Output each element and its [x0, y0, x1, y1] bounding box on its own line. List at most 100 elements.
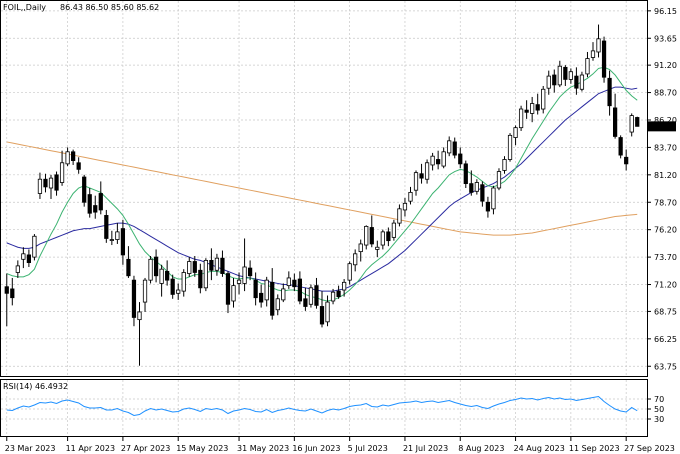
- price-tick-label: 93.65: [654, 34, 677, 43]
- candle-down: [131, 279, 137, 318]
- time-tick-label: 11 Apr 2023: [66, 444, 115, 453]
- rsi-path: [6, 395, 638, 417]
- price-axis: 96.15 93.65 91.20 88.70 86.20 83.70 81.20 78.70…: [647, 7, 677, 371]
- candle-down: [87, 194, 92, 214]
- candle-down: [336, 290, 341, 297]
- candle-down: [71, 151, 76, 161]
- candle-down: [303, 298, 308, 307]
- time-tick-label: 16 Jun 2023: [292, 444, 340, 453]
- candle-up: [325, 301, 330, 323]
- candle-down: [153, 256, 159, 277]
- candle-up: [148, 258, 153, 281]
- price-tick-label: 91.20: [654, 61, 677, 70]
- candle-up: [159, 268, 164, 284]
- candle-up: [375, 246, 380, 250]
- candle-up: [568, 71, 573, 80]
- candle-up: [65, 151, 70, 165]
- candle-up: [176, 289, 181, 294]
- candle-up: [496, 171, 502, 189]
- candle-up: [21, 253, 26, 260]
- candle-up: [546, 75, 551, 89]
- candle-down: [4, 286, 9, 294]
- price-tick-label: 86.20: [654, 116, 677, 125]
- last-price-label: 85.62: [652, 122, 675, 131]
- candle-down: [170, 278, 175, 295]
- candle-up: [242, 266, 247, 284]
- last-price-tag: [648, 121, 676, 132]
- candle-down: [369, 227, 374, 245]
- candle-down: [612, 107, 618, 137]
- time-tick-label: 31 May 2023: [237, 444, 289, 453]
- price-tick-label: 76.20: [654, 226, 677, 235]
- candle-down: [624, 156, 629, 165]
- candle-up: [48, 177, 54, 189]
- rsi-line: [6, 395, 638, 417]
- candle-down: [563, 66, 568, 80]
- candle-up: [342, 281, 347, 291]
- price-tick-label: 63.75: [654, 362, 677, 371]
- candle-up: [518, 108, 524, 129]
- candle-up: [330, 291, 336, 302]
- candle-up: [347, 263, 352, 281]
- candle-down: [601, 40, 607, 78]
- candle-up: [590, 50, 596, 58]
- time-tick-label: 21 Jul 2023: [403, 444, 448, 453]
- rsi-grid: [1, 380, 647, 436]
- candle-down: [93, 205, 98, 213]
- rsi-tick-label: 70: [654, 395, 664, 404]
- candle-down: [419, 173, 424, 179]
- candle-up: [115, 231, 120, 240]
- candle-down: [76, 162, 81, 170]
- time-tick-label: 27 Sep 2023: [624, 444, 675, 453]
- candle-down: [469, 183, 474, 193]
- chart-header-symbol: FOIL,,Daily: [3, 3, 46, 12]
- price-tick-label: 78.70: [654, 198, 677, 207]
- chart-header-ohlc: 86.43 86.50 85.60 85.62: [60, 3, 159, 12]
- price-tick-label: 68.75: [654, 307, 677, 316]
- candle-up: [447, 140, 452, 154]
- candle-up: [308, 287, 314, 305]
- candle-down: [126, 258, 131, 277]
- candle-up: [275, 298, 280, 311]
- candle-down: [98, 193, 103, 211]
- candle-down: [524, 109, 529, 113]
- candle-up: [507, 134, 513, 160]
- candle-up: [37, 178, 43, 194]
- candle-down: [297, 278, 302, 302]
- candle-up: [236, 279, 242, 284]
- candle-down: [43, 178, 48, 188]
- candle-up: [541, 88, 546, 110]
- candle-up: [408, 191, 413, 202]
- candle-down: [259, 292, 264, 303]
- candle-down: [552, 74, 557, 86]
- candle-down: [535, 104, 540, 111]
- candle-up: [491, 187, 496, 210]
- candle-up: [585, 58, 590, 75]
- candle-down: [452, 141, 457, 156]
- time-tick-label: 15 May 2023: [176, 444, 228, 453]
- candle-down: [292, 279, 297, 288]
- candle-down: [480, 184, 485, 202]
- candle-down: [574, 75, 579, 89]
- candle-down: [436, 159, 441, 165]
- candle-down: [618, 137, 623, 156]
- candle-up: [286, 277, 291, 287]
- time-tick-label: 5 Jul 2023: [348, 444, 388, 453]
- candle-up: [424, 162, 430, 180]
- candle-up: [187, 261, 192, 274]
- candle-down: [458, 153, 463, 165]
- candle-down: [386, 231, 391, 242]
- sma-slow-path: [6, 141, 638, 236]
- candlesticks: [4, 24, 640, 366]
- rsi-header: RSI(14) 46.4932: [3, 382, 68, 391]
- candle-up: [474, 182, 479, 192]
- candle-up: [513, 127, 518, 138]
- rsi-panel: [0, 379, 648, 437]
- candle-up: [530, 103, 535, 114]
- candle-up: [502, 159, 507, 171]
- price-tick-label: 81.20: [654, 171, 677, 180]
- time-tick-label: 27 Apr 2023: [121, 444, 170, 453]
- candle-down: [485, 201, 491, 212]
- candle-up: [557, 65, 562, 86]
- candle-up: [353, 253, 358, 266]
